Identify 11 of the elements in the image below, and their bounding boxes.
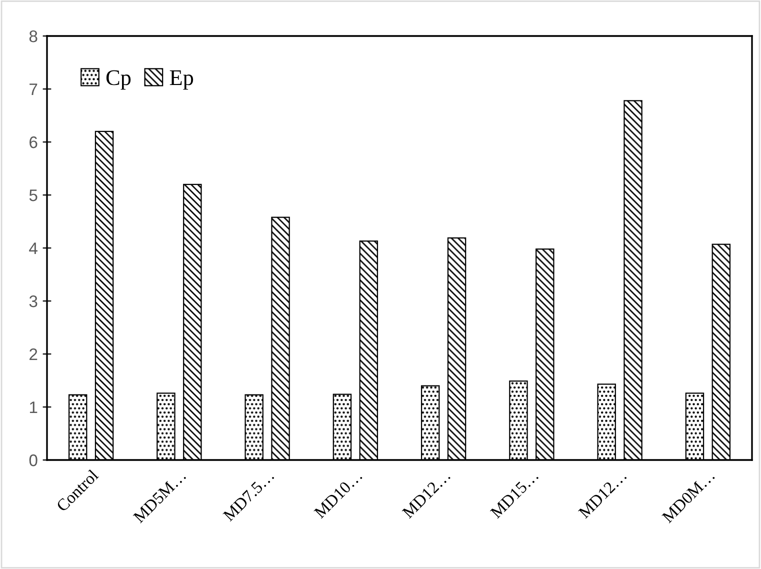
- y-tick-label: 8: [29, 30, 38, 42]
- legend-label: Cp: [106, 70, 131, 90]
- y-tick-label: 4: [29, 242, 38, 254]
- y-tick-label: 6: [30, 136, 38, 148]
- legend-label: Ep: [170, 70, 194, 90]
- y-tick-label: 1: [30, 402, 38, 414]
- y-tick-label: 3: [29, 295, 38, 308]
- y-tick-label: 7: [30, 84, 38, 96]
- y-tick-label: 0: [29, 454, 38, 466]
- y-tick-label: 2: [30, 348, 38, 360]
- y-tick-label: 5: [29, 190, 38, 202]
